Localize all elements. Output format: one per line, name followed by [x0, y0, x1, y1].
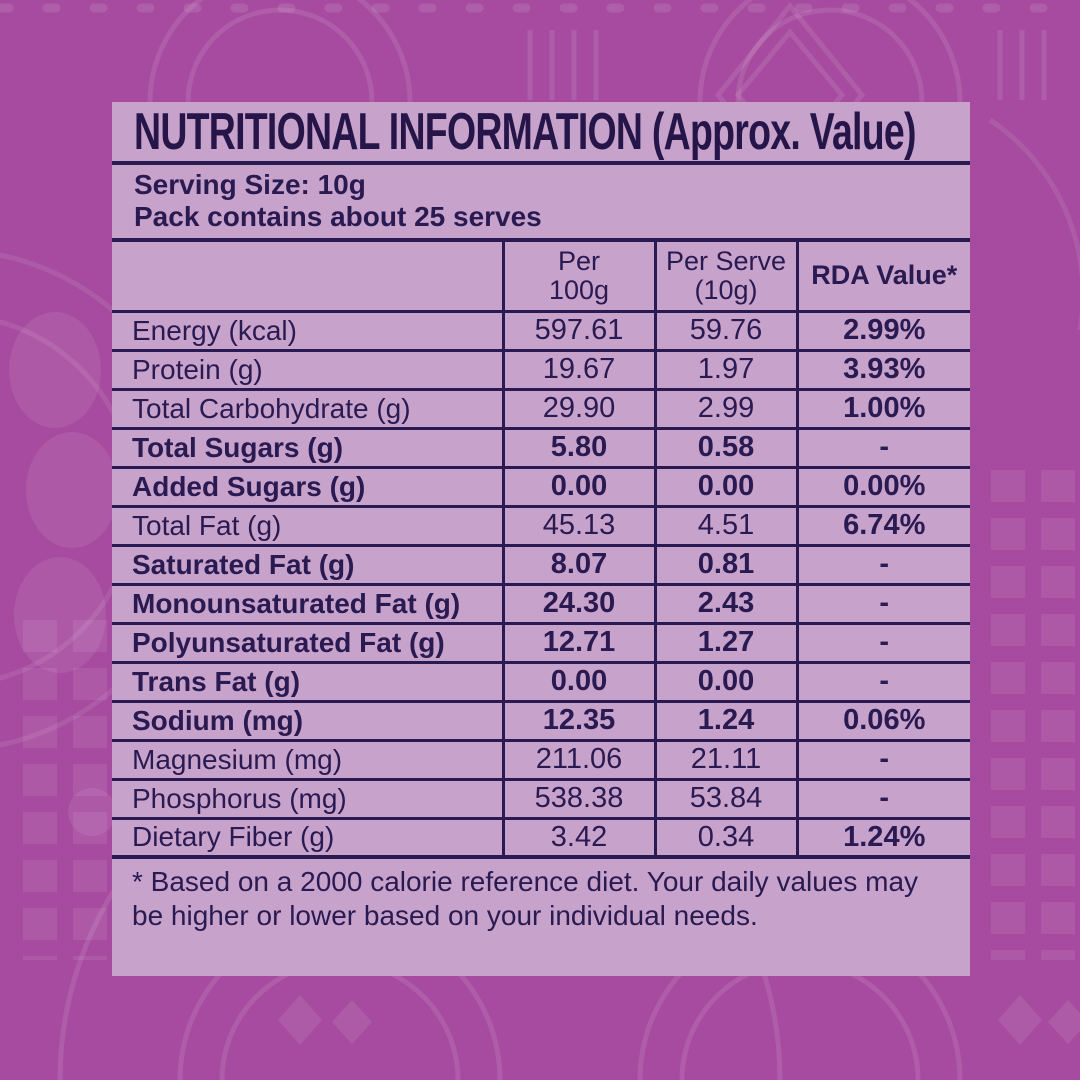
per-100g-value: 12.71	[503, 621, 657, 664]
per-100g-value: 597.61	[503, 309, 657, 352]
rda-value: -	[797, 621, 970, 664]
per-100g-value: 45.13	[503, 504, 657, 547]
table-row: Energy (kcal) 597.61 59.76 2.99%	[112, 309, 970, 352]
table-row: Total Fat (g) 45.13 4.51 6.74%	[112, 504, 970, 547]
pack-contains-text: Pack contains about 25 serves	[134, 201, 542, 233]
per-100g-value: 8.07	[503, 543, 657, 586]
rda-value: -	[797, 543, 970, 586]
table-row: Sodium (mg) 12.35 1.24 0.06%	[112, 699, 970, 742]
per-serve-value: 2.43	[655, 582, 799, 625]
footnote-text: * Based on a 2000 calorie reference diet…	[132, 866, 919, 931]
per-serve-value: 4.51	[655, 504, 799, 547]
table-row: Dietary Fiber (g) 3.42 0.34 1.24%	[112, 816, 970, 859]
table-row: Total Sugars (g) 5.80 0.58 -	[112, 426, 970, 469]
nutrient-label: Monounsaturated Fat (g)	[112, 582, 505, 625]
nutrient-label: Protein (g)	[112, 348, 505, 391]
header-per-serve: Per Serve (10g)	[655, 238, 799, 313]
per-100g-value: 0.00	[503, 660, 657, 703]
table-row: Phosphorus (mg) 538.38 53.84 -	[112, 777, 970, 820]
nutrition-label-panel: NUTRITIONAL INFORMATION (Approx. Value) …	[112, 102, 970, 976]
header-row: Per 100g Per Serve (10g) RDA Value*	[112, 238, 970, 313]
per-serve-value: 0.34	[655, 816, 799, 859]
rda-value: -	[797, 582, 970, 625]
rda-value: -	[797, 660, 970, 703]
nutrient-label: Total Sugars (g)	[112, 426, 505, 469]
rda-value: 6.74%	[797, 504, 970, 547]
per-100g-value: 24.30	[503, 582, 657, 625]
per-100g-value: 538.38	[503, 777, 657, 820]
title-row: NUTRITIONAL INFORMATION (Approx. Value)	[112, 102, 970, 165]
table-row: Monounsaturated Fat (g) 24.30 2.43 -	[112, 582, 970, 625]
page-title: NUTRITIONAL INFORMATION (Approx. Value)	[134, 102, 916, 161]
nutrient-label: Energy (kcal)	[112, 309, 505, 352]
rda-value: 1.00%	[797, 387, 970, 430]
per-serve-value: 21.11	[655, 738, 799, 781]
nutrient-label: Trans Fat (g)	[112, 660, 505, 703]
per-serve-value: 0.00	[655, 660, 799, 703]
per-100g-value: 5.80	[503, 426, 657, 469]
nutrient-label: Magnesium (mg)	[112, 738, 505, 781]
ornament-diamonds-bottom	[278, 995, 1080, 1045]
rda-value: -	[797, 426, 970, 469]
per-serve-value: 0.00	[655, 465, 799, 508]
rda-value: 0.06%	[797, 699, 970, 742]
per-serve-value: 0.81	[655, 543, 799, 586]
per-serve-value: 53.84	[655, 777, 799, 820]
table-row: Total Carbohydrate (g) 29.90 2.99 1.00%	[112, 387, 970, 430]
per-100g-value: 211.06	[503, 738, 657, 781]
per-100g-value: 29.90	[503, 387, 657, 430]
per-serve-value: 0.58	[655, 426, 799, 469]
nutrition-table-header: Per 100g Per Serve (10g) RDA Value*	[112, 238, 970, 313]
header-per-100g: Per 100g	[503, 238, 657, 313]
rda-value: -	[797, 738, 970, 781]
per-serve-value: 1.97	[655, 348, 799, 391]
table-row: Saturated Fat (g) 8.07 0.81 -	[112, 543, 970, 586]
nutrient-label: Dietary Fiber (g)	[112, 816, 505, 859]
nutrient-label: Added Sugars (g)	[112, 465, 505, 508]
per-serve-value: 2.99	[655, 387, 799, 430]
table-row: Protein (g) 19.67 1.97 3.93%	[112, 348, 970, 391]
serving-size-text: Serving Size: 10g	[134, 169, 366, 200]
nutrient-label: Total Carbohydrate (g)	[112, 387, 505, 430]
table-row: Added Sugars (g) 0.00 0.00 0.00%	[112, 465, 970, 508]
rda-value: 3.93%	[797, 348, 970, 391]
table-row: Trans Fat (g) 0.00 0.00 -	[112, 660, 970, 703]
per-100g-value: 19.67	[503, 348, 657, 391]
per-100g-value: 0.00	[503, 465, 657, 508]
per-100g-value: 3.42	[503, 816, 657, 859]
ornament-grid-right	[988, 117, 1080, 960]
nutrition-table: Per 100g Per Serve (10g) RDA Value* Ener…	[112, 238, 970, 859]
nutrient-label: Sodium (mg)	[112, 699, 505, 742]
nutrient-label: Phosphorus (mg)	[112, 777, 505, 820]
rda-value: 0.00%	[797, 465, 970, 508]
rda-value: 1.24%	[797, 816, 970, 859]
per-serve-value: 1.27	[655, 621, 799, 664]
header-empty-cell	[112, 238, 505, 313]
table-row: Polyunsaturated Fat (g) 12.71 1.27 -	[112, 621, 970, 664]
per-serve-value: 1.24	[655, 699, 799, 742]
nutrient-label: Total Fat (g)	[112, 504, 505, 547]
header-rda-value: RDA Value*	[797, 238, 970, 313]
nutrient-label: Polyunsaturated Fat (g)	[112, 621, 505, 664]
per-100g-value: 12.35	[503, 699, 657, 742]
nutrition-table-body: Energy (kcal) 597.61 59.76 2.99% Protein…	[112, 309, 970, 859]
per-serve-value: 59.76	[655, 309, 799, 352]
table-row: Magnesium (mg) 211.06 21.11 -	[112, 738, 970, 781]
rda-value: -	[797, 777, 970, 820]
serving-info-block: Serving Size: 10g Pack contains about 25…	[112, 165, 970, 238]
rda-value: 2.99%	[797, 309, 970, 352]
nutrient-label: Saturated Fat (g)	[112, 543, 505, 586]
